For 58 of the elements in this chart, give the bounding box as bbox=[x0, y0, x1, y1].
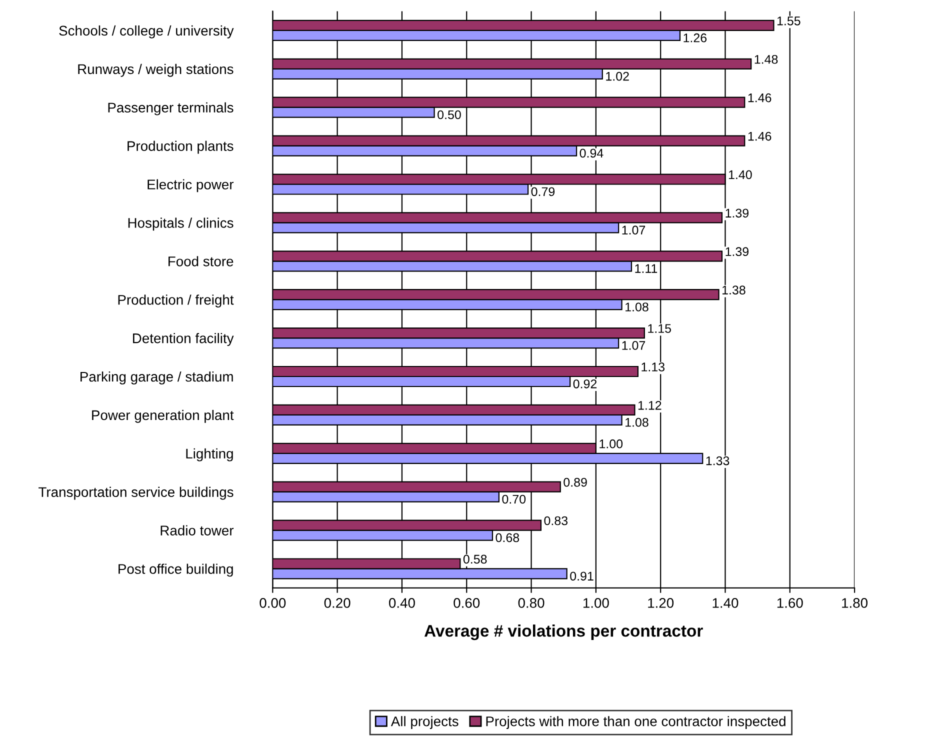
data-label: 1.39 bbox=[726, 208, 749, 218]
x-tick-label: 1.40 bbox=[712, 598, 738, 608]
x-tick-label: 0.40 bbox=[389, 598, 415, 608]
data-label: 1.39 bbox=[726, 247, 749, 256]
data-label: 0.79 bbox=[531, 187, 555, 196]
data-label: 1.55 bbox=[777, 16, 800, 26]
y-tick-label: Production / freight bbox=[118, 294, 234, 308]
y-tick-label: Hospitals / clinics bbox=[128, 218, 234, 231]
data-label: 1.38 bbox=[722, 286, 746, 294]
y-tick-label: Food store bbox=[168, 256, 234, 266]
data-label: 0.92 bbox=[573, 379, 597, 388]
y-tick-label: Power generation plant bbox=[92, 410, 234, 423]
data-label: 1.02 bbox=[606, 72, 629, 81]
data-label: 1.46 bbox=[748, 132, 772, 141]
data-label: 1.07 bbox=[622, 226, 646, 235]
y-tick-label: Schools / college / university bbox=[59, 25, 234, 38]
x-tick-label: 1.20 bbox=[648, 598, 674, 608]
data-label: 1.00 bbox=[600, 439, 623, 448]
x-tick-label: 1.80 bbox=[842, 598, 868, 608]
x-tick-label: 1.60 bbox=[777, 598, 803, 608]
data-label: 1.07 bbox=[622, 341, 646, 350]
x-tick-label: 1.00 bbox=[583, 598, 609, 608]
legend-label: Projects with more than one contractor inspected bbox=[486, 716, 786, 730]
data-label: 0.91 bbox=[570, 572, 594, 581]
data-label: 0.83 bbox=[544, 516, 568, 526]
data-label: 0.94 bbox=[580, 148, 604, 158]
x-tick-label: 0.60 bbox=[454, 598, 480, 608]
y-tick-label: Passenger terminals bbox=[108, 102, 234, 116]
y-tick-label: Parking garage / stadium bbox=[80, 371, 233, 384]
data-label: 1.08 bbox=[626, 302, 648, 312]
x-axis-title: Average # violations per contractor bbox=[424, 624, 703, 640]
data-label: 1.33 bbox=[706, 456, 730, 466]
y-tick-label: Electric power bbox=[148, 179, 234, 192]
data-label: 0.58 bbox=[463, 554, 487, 564]
data-label: 1.12 bbox=[638, 400, 662, 410]
data-label: 0.68 bbox=[496, 533, 520, 542]
data-label: 0.50 bbox=[438, 110, 461, 120]
x-tick-label: 0.80 bbox=[518, 598, 544, 608]
x-tick-label: 0.00 bbox=[260, 598, 286, 608]
data-label: 1.26 bbox=[684, 33, 707, 42]
data-label: 1.15 bbox=[648, 324, 672, 333]
data-label: 1.08 bbox=[626, 418, 648, 427]
y-tick-label: Production plants bbox=[128, 140, 234, 154]
y-tick-label: Radio tower bbox=[160, 525, 234, 536]
data-label: 1.40 bbox=[728, 170, 752, 180]
y-tick-label: Lighting bbox=[186, 448, 233, 462]
y-tick-label: Detention facility bbox=[133, 333, 234, 346]
y-tick-label: Runways / weigh stations bbox=[78, 64, 234, 77]
data-label: 1.13 bbox=[642, 362, 665, 372]
data-label: 0.70 bbox=[502, 494, 526, 504]
x-tick-label: 0.20 bbox=[324, 598, 350, 608]
y-tick-label: Transportation service buildings bbox=[38, 486, 234, 500]
legend-label: All projects bbox=[390, 716, 458, 730]
y-tick-label: Post office building bbox=[118, 564, 233, 577]
data-label: 1.48 bbox=[754, 54, 778, 64]
data-label: 1.46 bbox=[748, 93, 772, 102]
data-label: 0.89 bbox=[564, 478, 587, 487]
data-label: 1.11 bbox=[635, 264, 658, 273]
